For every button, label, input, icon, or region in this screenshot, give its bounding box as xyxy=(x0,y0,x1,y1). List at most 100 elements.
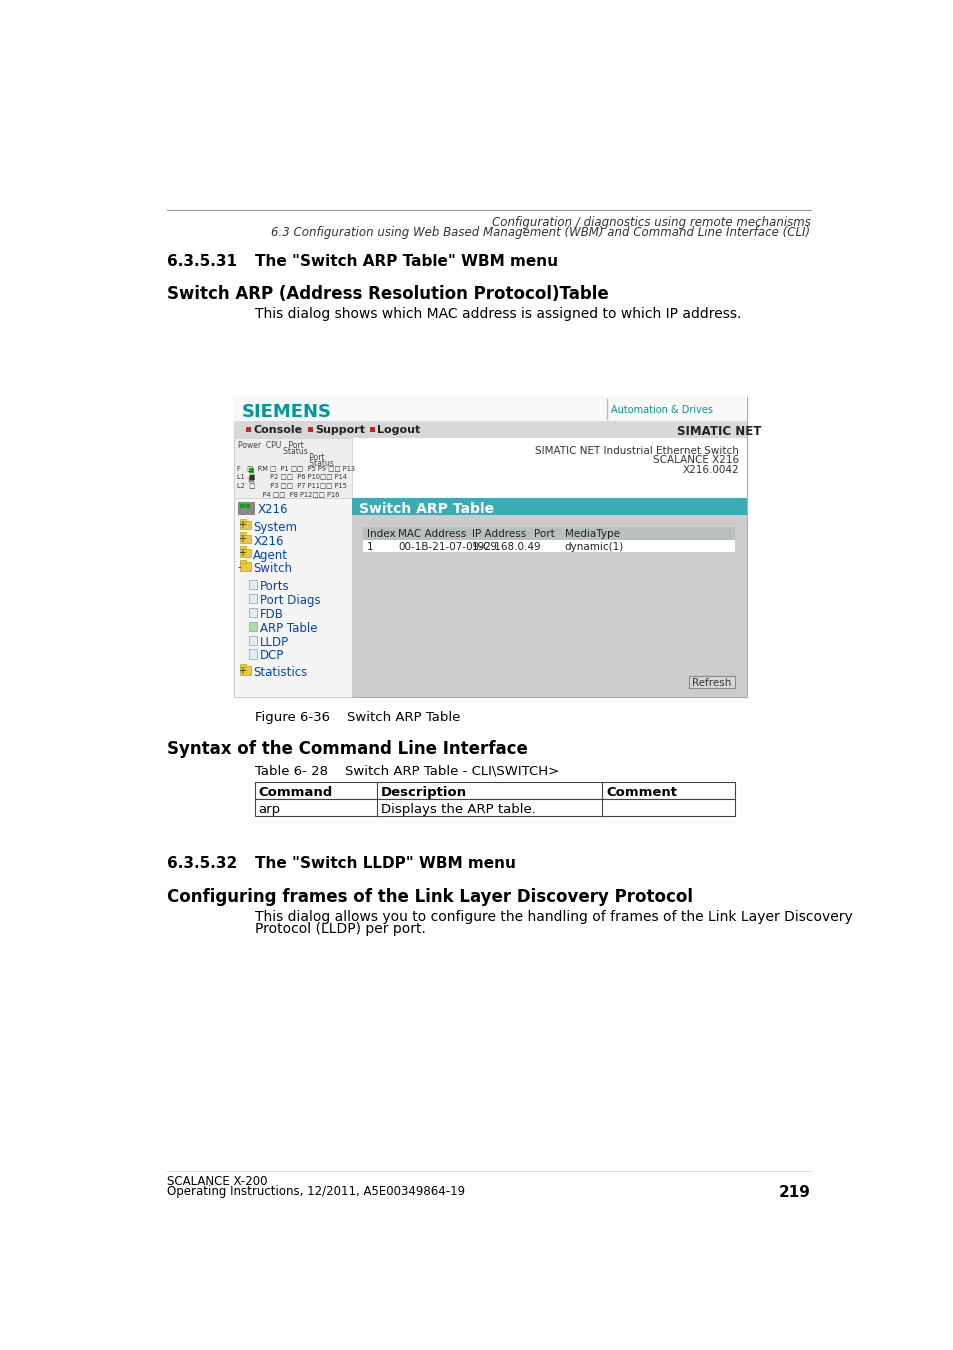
Bar xyxy=(688,675,735,688)
Text: Logout: Logout xyxy=(377,424,420,435)
Bar xyxy=(245,427,251,432)
Text: Switch ARP Table: Switch ARP Table xyxy=(359,502,494,516)
Text: Automation & Drives: Automation & Drives xyxy=(611,405,713,414)
Text: Port: Port xyxy=(237,454,324,462)
Bar xyxy=(249,468,253,472)
Bar xyxy=(233,421,746,439)
Bar xyxy=(240,547,245,549)
Text: Operating Instructions, 12/2011, A5E00349864-19: Operating Instructions, 12/2011, A5E0034… xyxy=(167,1184,465,1197)
Text: X216: X216 xyxy=(257,504,288,516)
Text: L1  ■       P2 □□  P6 P10□□ P14: L1 ■ P2 □□ P6 P10□□ P14 xyxy=(236,474,347,479)
Bar xyxy=(352,498,746,697)
Text: ARP Table: ARP Table xyxy=(259,622,316,634)
Bar xyxy=(249,477,253,482)
Bar xyxy=(249,580,257,590)
Text: Configuring frames of the Link Layer Discovery Protocol: Configuring frames of the Link Layer Dis… xyxy=(167,888,693,906)
Text: Agent: Agent xyxy=(253,548,288,562)
Text: F   □  RM □  P1 □□  P5 P9 □□ P13: F □ RM □ P1 □□ P5 P9 □□ P13 xyxy=(236,466,355,471)
Text: Power  CPU   Port: Power CPU Port xyxy=(237,440,303,450)
Text: Ports: Ports xyxy=(259,580,289,593)
Text: MediaType: MediaType xyxy=(564,529,619,539)
Bar xyxy=(249,608,257,617)
Text: Configuration / diagnostics using remote mechanisms: Configuration / diagnostics using remote… xyxy=(491,216,810,230)
Text: X216.0042: X216.0042 xyxy=(682,464,739,475)
Text: Table 6- 28    Switch ARP Table - CLI\SWITCH>: Table 6- 28 Switch ARP Table - CLI\SWITC… xyxy=(254,765,558,778)
Text: 00-1B-21-07-09-C9: 00-1B-21-07-09-C9 xyxy=(397,543,497,552)
Text: P4 □□  P8 P12□□ P16: P4 □□ P8 P12□□ P16 xyxy=(236,491,339,497)
Bar xyxy=(240,532,245,536)
Text: SIEMENS: SIEMENS xyxy=(241,404,332,421)
Bar xyxy=(240,548,251,558)
Text: Index: Index xyxy=(367,529,395,539)
Text: Status: Status xyxy=(237,447,307,456)
Bar xyxy=(254,799,735,815)
Text: Port: Port xyxy=(534,529,554,539)
Text: 6.3.5.31: 6.3.5.31 xyxy=(167,254,237,270)
Text: dynamic(1): dynamic(1) xyxy=(564,543,623,552)
Text: This dialog shows which MAC address is assigned to which IP address.: This dialog shows which MAC address is a… xyxy=(254,306,740,321)
Text: X216: X216 xyxy=(253,535,284,548)
Text: Displays the ARP table.: Displays the ARP table. xyxy=(381,803,536,815)
Bar xyxy=(240,535,251,543)
Bar xyxy=(237,502,254,514)
Text: -: - xyxy=(237,562,241,571)
Bar xyxy=(369,427,375,432)
Text: Support: Support xyxy=(315,424,365,435)
Text: Statistics: Statistics xyxy=(253,667,307,679)
Text: +: + xyxy=(237,548,246,558)
Text: SIMATIC NET: SIMATIC NET xyxy=(677,424,760,437)
Text: +: + xyxy=(237,666,246,675)
Text: FDB: FDB xyxy=(259,608,283,621)
Text: Switch: Switch xyxy=(253,563,292,575)
Bar xyxy=(240,667,251,675)
Text: System: System xyxy=(253,521,297,533)
Bar xyxy=(363,526,735,540)
Bar xyxy=(352,498,746,516)
Text: Switch ARP (Address Resolution Protocol)Table: Switch ARP (Address Resolution Protocol)… xyxy=(167,285,608,304)
Text: Protocol (LLDP) per port.: Protocol (LLDP) per port. xyxy=(254,922,425,936)
Text: Port Diags: Port Diags xyxy=(259,594,320,608)
Text: arp: arp xyxy=(258,803,280,815)
Text: SIMATIC NET Industrial Ethernet Switch: SIMATIC NET Industrial Ethernet Switch xyxy=(535,446,739,456)
Text: +: + xyxy=(237,533,246,544)
Text: LLDP: LLDP xyxy=(259,636,289,648)
Text: Command: Command xyxy=(258,786,333,799)
Bar xyxy=(233,397,746,421)
Text: 1: 1 xyxy=(367,543,374,552)
Text: SCALANCE X-200: SCALANCE X-200 xyxy=(167,1174,268,1188)
Bar xyxy=(240,518,245,521)
Text: 9: 9 xyxy=(534,543,540,552)
Text: This dialog allows you to configure the handling of frames of the Link Layer Dis: This dialog allows you to configure the … xyxy=(254,910,852,923)
Bar xyxy=(249,594,257,603)
Bar xyxy=(307,427,313,432)
Text: IP Address: IP Address xyxy=(472,529,525,539)
Text: 6.3.5.32: 6.3.5.32 xyxy=(167,856,237,871)
Bar xyxy=(233,439,352,498)
Text: Description: Description xyxy=(381,786,467,799)
Text: L2  □       P3 □□  P7 P11□□ P15: L2 □ P3 □□ P7 P11□□ P15 xyxy=(236,482,347,489)
Bar xyxy=(245,504,250,509)
Bar xyxy=(233,397,746,697)
Bar xyxy=(240,521,251,529)
Text: 6.3 Configuration using Web Based Management (WBM) and Command Line Interface (C: 6.3 Configuration using Web Based Manage… xyxy=(272,225,810,239)
Text: MAC Address: MAC Address xyxy=(397,529,466,539)
Text: 219: 219 xyxy=(778,1184,810,1200)
Text: Console: Console xyxy=(253,424,302,435)
Bar xyxy=(233,498,352,697)
Text: SCALANCE X216: SCALANCE X216 xyxy=(653,455,739,466)
Bar xyxy=(240,504,245,509)
Bar xyxy=(240,563,251,571)
Bar xyxy=(249,649,257,659)
Text: Syntax of the Command Line Interface: Syntax of the Command Line Interface xyxy=(167,740,528,759)
Text: +: + xyxy=(237,520,246,531)
Text: DCP: DCP xyxy=(259,649,284,663)
Text: 192.168.0.4: 192.168.0.4 xyxy=(472,543,535,552)
Text: Status: Status xyxy=(237,459,334,468)
Text: Comment: Comment xyxy=(605,786,677,799)
Bar xyxy=(363,540,735,552)
Text: The "Switch LLDP" WBM menu: The "Switch LLDP" WBM menu xyxy=(254,856,516,871)
Bar xyxy=(249,622,257,630)
Bar xyxy=(254,782,735,799)
Bar xyxy=(240,664,245,667)
Text: Figure 6-36    Switch ARP Table: Figure 6-36 Switch ARP Table xyxy=(254,711,459,724)
